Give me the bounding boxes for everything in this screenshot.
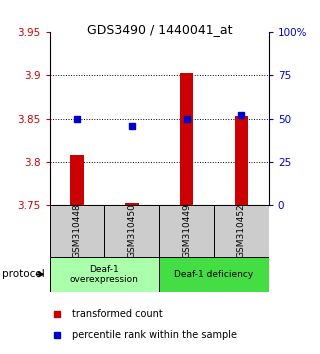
Bar	[214, 205, 269, 257]
Bar	[104, 205, 159, 257]
Bar	[50, 205, 104, 257]
Text: GSM310449: GSM310449	[182, 204, 191, 258]
Text: GSM310450: GSM310450	[127, 204, 136, 258]
Bar	[235, 116, 248, 205]
Text: GSM310452: GSM310452	[237, 204, 246, 258]
Text: Deaf-1
overexpression: Deaf-1 overexpression	[70, 265, 139, 284]
Bar	[50, 257, 159, 292]
Text: GDS3490 / 1440041_at: GDS3490 / 1440041_at	[87, 23, 233, 36]
Bar	[159, 205, 214, 257]
Bar	[125, 203, 139, 205]
Text: Deaf-1 deficiency: Deaf-1 deficiency	[174, 270, 254, 279]
Text: percentile rank within the sample: percentile rank within the sample	[72, 330, 237, 341]
Bar	[70, 155, 84, 205]
Text: transformed count: transformed count	[72, 309, 163, 319]
Bar	[180, 73, 194, 205]
Text: GSM310448: GSM310448	[73, 204, 82, 258]
Bar	[159, 257, 269, 292]
Text: protocol: protocol	[2, 269, 44, 279]
